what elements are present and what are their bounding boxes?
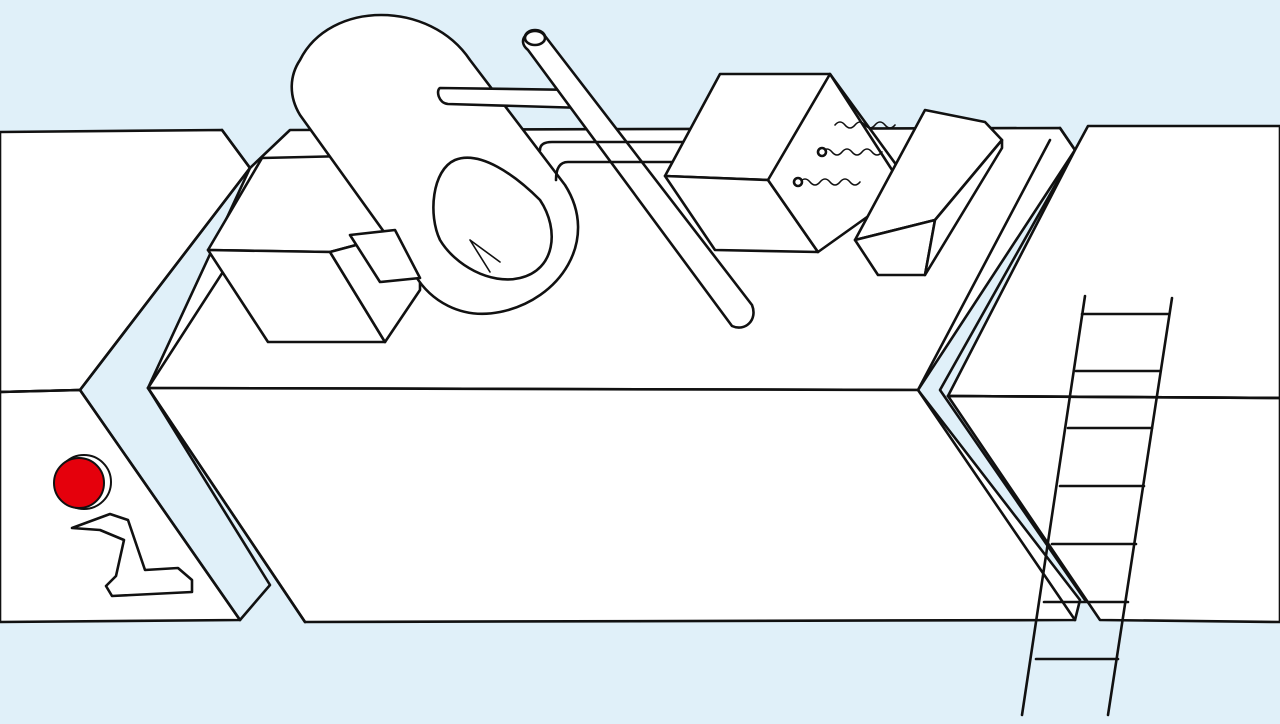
info-i-icon[interactable]: [70, 512, 194, 598]
small-box[interactable]: [853, 108, 1004, 277]
rail: [538, 140, 692, 182]
capsule-tank[interactable]: [290, 13, 580, 316]
t-pipe[interactable]: [436, 28, 755, 329]
red-circle-icon[interactable]: [53, 454, 112, 510]
ladder[interactable]: [1020, 294, 1174, 717]
vent-box[interactable]: [663, 72, 907, 254]
right-beam: [946, 124, 1280, 624]
